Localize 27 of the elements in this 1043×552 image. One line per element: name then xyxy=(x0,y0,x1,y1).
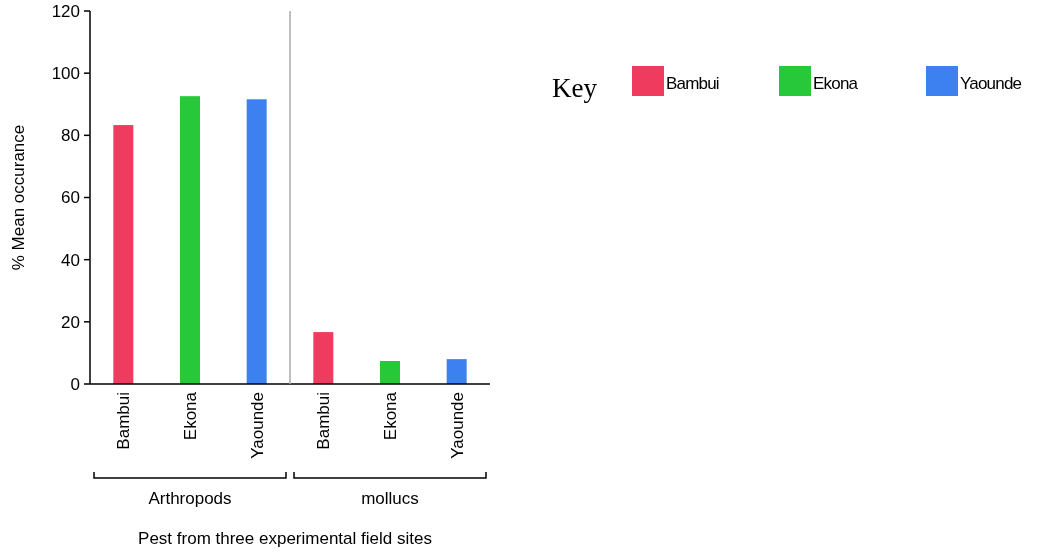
y-tick-label: 120 xyxy=(51,1,80,21)
text: Yaounde xyxy=(247,392,267,459)
y-tick-label: 20 xyxy=(61,312,80,332)
text: Bambui xyxy=(314,392,334,450)
bar xyxy=(113,125,134,384)
legend-label: Ekona xyxy=(813,73,859,93)
x-tick-label: mollucs xyxy=(361,489,419,508)
y-tick-label: 80 xyxy=(61,126,80,146)
bar xyxy=(246,99,267,384)
x-axis-title: Pest from three experimental field sites xyxy=(138,529,432,548)
legend-label: Bambui xyxy=(666,73,719,93)
legend-label: Yaounde xyxy=(960,73,1022,93)
text: Bambui xyxy=(114,392,134,450)
bar xyxy=(313,332,334,384)
y-tick-label: 0 xyxy=(70,374,80,394)
legend-title: Key xyxy=(552,73,598,103)
bar xyxy=(380,361,400,384)
y-axis-title: % Mean occurance xyxy=(9,124,28,271)
text: Ekona xyxy=(380,392,400,441)
bar xyxy=(446,359,467,384)
bar xyxy=(180,96,200,384)
x-tick-label: Arthropods xyxy=(148,489,232,508)
text: Yaounde xyxy=(447,392,467,459)
y-tick-label: 100 xyxy=(51,64,80,84)
y-tick-label: 40 xyxy=(61,250,80,270)
text: Ekona xyxy=(180,392,200,441)
y-tick-label: 60 xyxy=(61,188,80,208)
